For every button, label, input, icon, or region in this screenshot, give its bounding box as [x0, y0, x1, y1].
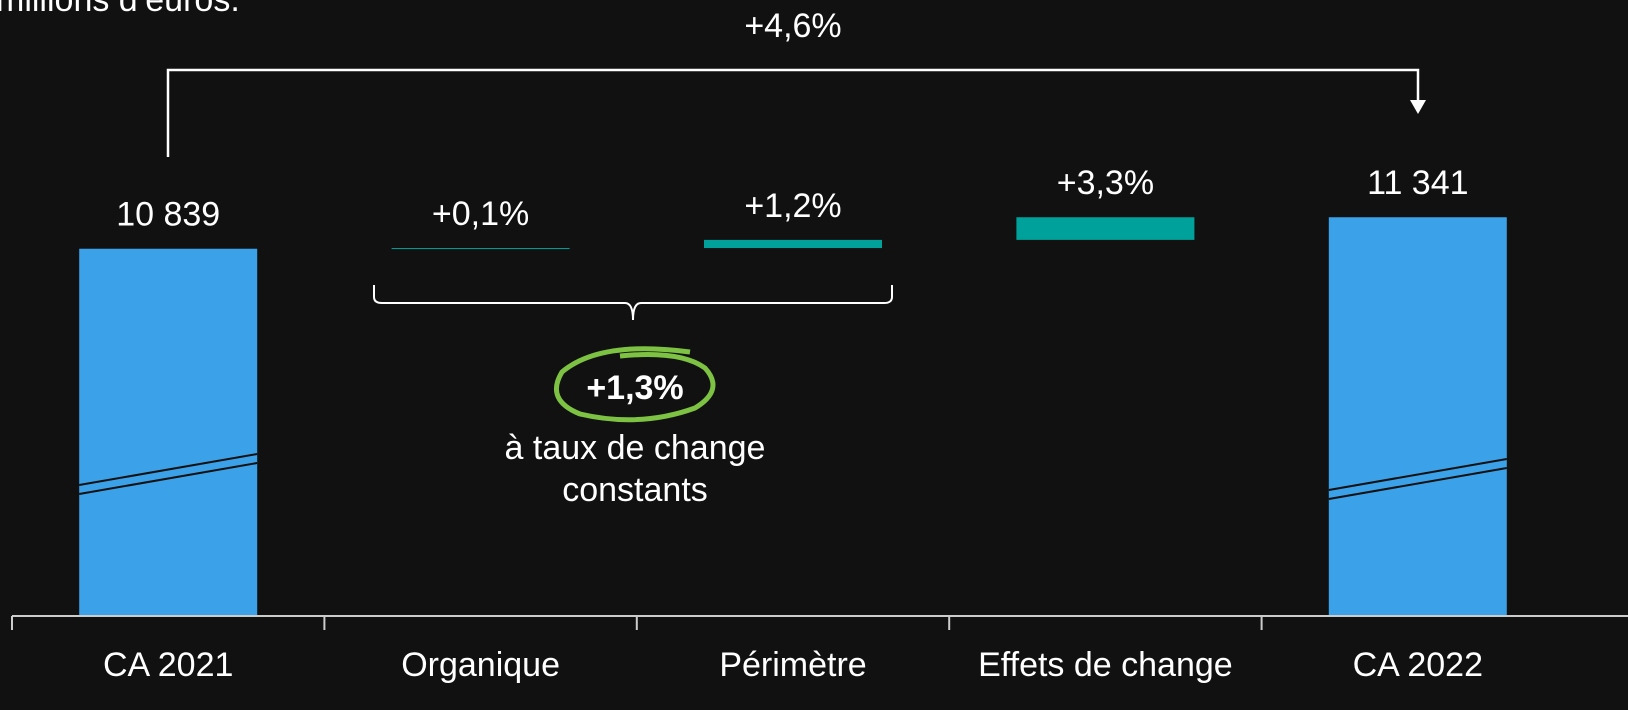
total-bracket: [166, 68, 1420, 157]
pct-label: +1,2%: [744, 187, 841, 225]
pct-label: +3,3%: [1057, 164, 1154, 202]
step-bar: [391, 248, 570, 250]
x-tick-label: CA 2021: [103, 646, 233, 684]
x-tick-label: CA 2022: [1353, 646, 1483, 684]
x-tick-label: Effets de change: [978, 646, 1233, 684]
axis-break: [1328, 467, 1507, 500]
value-label: 10 839: [116, 196, 220, 234]
constant-change: +1,3%: [586, 369, 683, 407]
x-tick-label: Périmètre: [719, 646, 866, 684]
axis-break: [79, 453, 258, 486]
axis-break: [1328, 458, 1507, 491]
value-label: 11 341: [1367, 164, 1468, 202]
pct-label: +0,1%: [432, 195, 529, 233]
total-change: +4,6%: [744, 7, 841, 45]
total-bar: [1328, 217, 1507, 615]
step-bar: [704, 239, 882, 249]
step-bar: [1016, 217, 1195, 240]
constant-note: à taux de change: [505, 429, 766, 467]
curly-bracket: [373, 285, 893, 321]
x-tick-label: Organique: [401, 646, 560, 684]
axis-break: [79, 462, 258, 495]
constant-note: constants: [562, 471, 708, 509]
chart-subtitle: millions d’euros.: [0, 0, 240, 19]
total-bar: [79, 248, 258, 615]
highlight-circle: [554, 346, 716, 423]
arrow-head: [1410, 100, 1426, 114]
